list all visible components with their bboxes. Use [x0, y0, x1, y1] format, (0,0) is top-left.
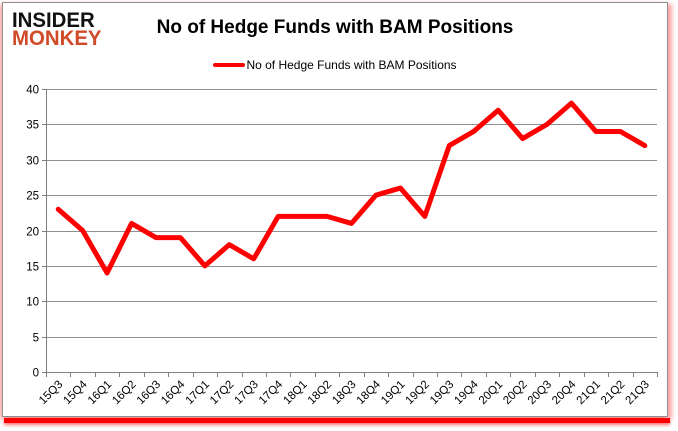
series-line — [55, 100, 648, 276]
legend-line-icon — [213, 63, 246, 67]
x-tick-label: 15Q3 — [37, 379, 65, 407]
x-tick-label: 15Q4 — [61, 378, 90, 407]
x-tick-label: 17Q3 — [232, 379, 260, 407]
y-tick-label: 15 — [26, 262, 39, 274]
x-tick-label: 20Q1 — [477, 379, 505, 407]
bottom-red-bar — [4, 418, 670, 423]
x-tick-label: 21Q1 — [575, 379, 603, 407]
y-tick-label: 30 — [26, 156, 39, 168]
line-chart-plot: 0 5 10 15 20 25 30 35 40 15Q315Q416Q116Q216Q316Q4… — [26, 85, 658, 407]
y-tick-label: 35 — [26, 120, 39, 132]
logo-line-insider: INSIDER — [12, 8, 95, 33]
x-tick-label: 16Q2 — [110, 379, 138, 407]
legend: No of Hedge Funds with BAM Positions — [3, 58, 667, 72]
y-tick-label: 20 — [26, 227, 39, 239]
x-tick-label: 16Q3 — [135, 379, 163, 407]
x-tick-label: 16Q1 — [86, 379, 114, 407]
insider-monkey-logo: INSIDER MONKEY — [12, 8, 102, 51]
legend-label: No of Hedge Funds with BAM Positions — [246, 58, 457, 72]
y-tick-label: 5 — [33, 333, 39, 345]
y-tick-label: 40 — [26, 85, 39, 97]
x-tick-label: 17Q2 — [208, 379, 236, 407]
x-tick-label: 18Q1 — [281, 379, 309, 407]
x-tick-label: 20Q4 — [550, 378, 579, 407]
y-tick-label: 0 — [33, 368, 39, 380]
y-tick-label: 25 — [26, 191, 39, 203]
x-tick-label: 19Q1 — [379, 379, 407, 407]
chart-title: No of Hedge Funds with BAM Positions — [156, 17, 514, 38]
x-tick-label: 17Q4 — [257, 378, 286, 407]
x-tick-label: 16Q4 — [159, 378, 188, 407]
x-tick-label: 17Q1 — [184, 379, 212, 407]
x-tick-label: 21Q3 — [624, 379, 652, 407]
x-tick-label: 21Q2 — [599, 379, 627, 407]
x-tick-label: 18Q4 — [355, 378, 384, 407]
x-tick-label: 18Q3 — [330, 379, 358, 407]
x-tick-label: 20Q2 — [501, 379, 529, 407]
x-tick-label: 19Q3 — [428, 379, 456, 407]
chart-frame: INSIDER MONKEY No of Hedge Funds with BA… — [2, 2, 668, 417]
logo-line-monkey: MONKEY — [12, 27, 102, 51]
x-tick-label: 19Q2 — [404, 379, 432, 407]
x-tick-label: 20Q3 — [526, 379, 554, 407]
y-tick-label: 10 — [26, 297, 39, 309]
x-tick-label: 18Q2 — [306, 379, 334, 407]
x-tick-label: 19Q4 — [452, 378, 481, 407]
